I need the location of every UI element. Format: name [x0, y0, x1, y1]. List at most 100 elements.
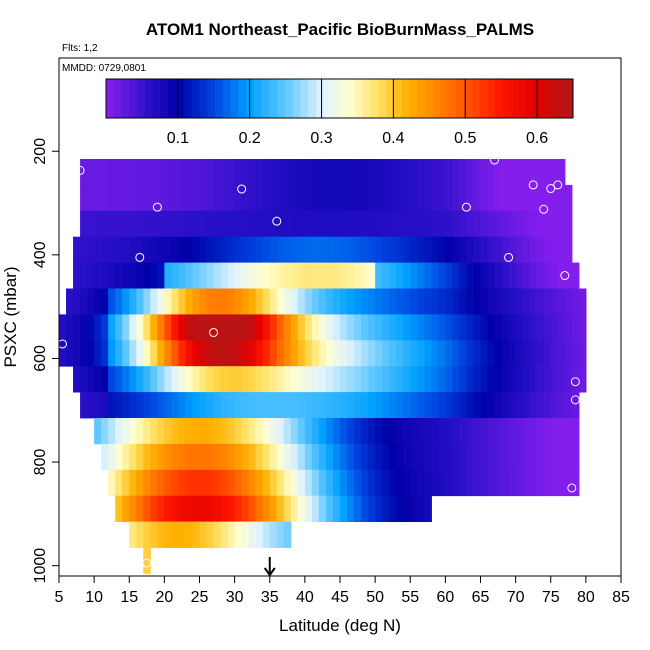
heatmap-cell: [101, 418, 109, 445]
heatmap-cell: [466, 469, 475, 497]
colorbar-swatch: [565, 79, 574, 118]
heatmap-cell: [325, 314, 334, 341]
heatmap-cell: [473, 469, 482, 497]
heatmap-cell: [269, 495, 278, 523]
heatmap-cell: [199, 392, 208, 419]
heatmap-cell: [164, 210, 173, 238]
heatmap-cell: [241, 366, 250, 393]
heatmap-cell: [424, 288, 432, 315]
heatmap-cell: [192, 184, 201, 212]
heatmap-cell: [59, 314, 67, 341]
heatmap-cell: [248, 159, 257, 186]
heatmap-cell: [522, 418, 531, 445]
heatmap-cell: [192, 469, 201, 497]
heatmap-cell: [136, 443, 144, 471]
heatmap-cell: [332, 210, 341, 238]
heatmap-cell: [171, 392, 180, 419]
heatmap-cell: [452, 210, 461, 238]
heatmap-cell: [445, 392, 453, 419]
heatmap-cell: [150, 392, 158, 419]
heatmap-cell: [66, 288, 74, 315]
heatmap-cell: [494, 469, 503, 497]
heatmap-cell: [129, 443, 137, 471]
heatmap-cell: [543, 366, 552, 393]
heatmap-cell: [368, 210, 376, 238]
heatmap-cell: [136, 418, 144, 445]
heatmap-cell: [410, 159, 418, 186]
heatmap-cell: [178, 469, 187, 497]
heatmap-cell: [80, 288, 88, 315]
heatmap-cell: [424, 418, 432, 445]
heatmap-cell: [297, 159, 306, 186]
heatmap-cell: [199, 262, 208, 289]
y-tick-label: 600: [32, 345, 49, 372]
heatmap-cell: [220, 521, 229, 548]
heatmap-cell: [501, 159, 510, 186]
heatmap-cell: [199, 469, 208, 497]
heatmap-cell: [501, 262, 510, 289]
heatmap-cell: [431, 366, 439, 393]
heatmap-cell: [150, 443, 158, 471]
observation-point: [237, 184, 247, 194]
heatmap-cell: [445, 443, 453, 471]
heatmap-cell: [171, 469, 180, 497]
heatmap-cell: [424, 262, 432, 289]
heatmap-cell: [150, 262, 158, 289]
heatmap-cell: [571, 418, 580, 445]
heatmap-cell: [108, 366, 116, 393]
heatmap-cell: [501, 418, 510, 445]
heatmap-cell: [262, 495, 271, 523]
heatmap-cell: [318, 495, 327, 523]
heatmap-cell: [543, 184, 552, 212]
heatmap-cell: [227, 159, 236, 186]
heatmap-cell: [185, 236, 194, 264]
heatmap-cell: [136, 521, 144, 548]
heatmap-cell: [269, 392, 278, 419]
heatmap-cell: [382, 288, 390, 315]
heatmap-cell: [220, 159, 229, 186]
heatmap-cell: [290, 262, 299, 289]
heatmap-cell: [368, 469, 376, 497]
heatmap-cell: [347, 262, 355, 289]
x-tick-label: 55: [401, 589, 419, 606]
heatmap-cell: [522, 443, 531, 471]
heatmap-cell: [276, 210, 285, 238]
heatmap-cell: [431, 443, 439, 471]
heatmap-cell: [234, 495, 243, 523]
heatmap-cell: [66, 314, 74, 341]
heatmap-cell: [361, 210, 369, 238]
heatmap-cell: [220, 340, 229, 367]
heatmap-cell: [396, 210, 404, 238]
heatmap-cell: [213, 366, 222, 393]
heatmap-cell: [410, 443, 418, 471]
heatmap-cell: [269, 236, 278, 264]
heatmap-cell: [557, 366, 566, 393]
heatmap-cell: [276, 288, 285, 315]
heatmap-cell: [150, 210, 158, 238]
heatmap-cell: [136, 262, 144, 289]
heatmap-cell: [354, 288, 362, 315]
heatmap-cell: [452, 340, 461, 367]
heatmap-cell: [164, 159, 173, 186]
heatmap-cell: [178, 184, 187, 212]
heatmap-cell: [283, 288, 292, 315]
colorbar-swatch: [347, 79, 356, 118]
heatmap-cell: [143, 521, 151, 548]
heatmap-cell: [129, 288, 137, 315]
colorbar-swatch: [495, 79, 504, 118]
heatmap-cell: [438, 236, 446, 264]
heatmap-cell: [87, 288, 95, 315]
colorbar-swatch: [269, 79, 278, 118]
heatmap-cell: [522, 210, 531, 238]
heatmap-cell: [522, 262, 531, 289]
heatmap-cell: [248, 184, 257, 212]
heatmap-cell: [171, 184, 180, 212]
heatmap-cell: [382, 495, 390, 523]
heatmap-cell: [508, 443, 517, 471]
heatmap-cell: [262, 418, 271, 445]
heatmap-cell: [206, 521, 215, 548]
heatmap-cell: [143, 443, 151, 471]
heatmap-cell: [508, 262, 517, 289]
heatmap-cell: [480, 236, 489, 264]
heatmap-cell: [304, 443, 313, 471]
